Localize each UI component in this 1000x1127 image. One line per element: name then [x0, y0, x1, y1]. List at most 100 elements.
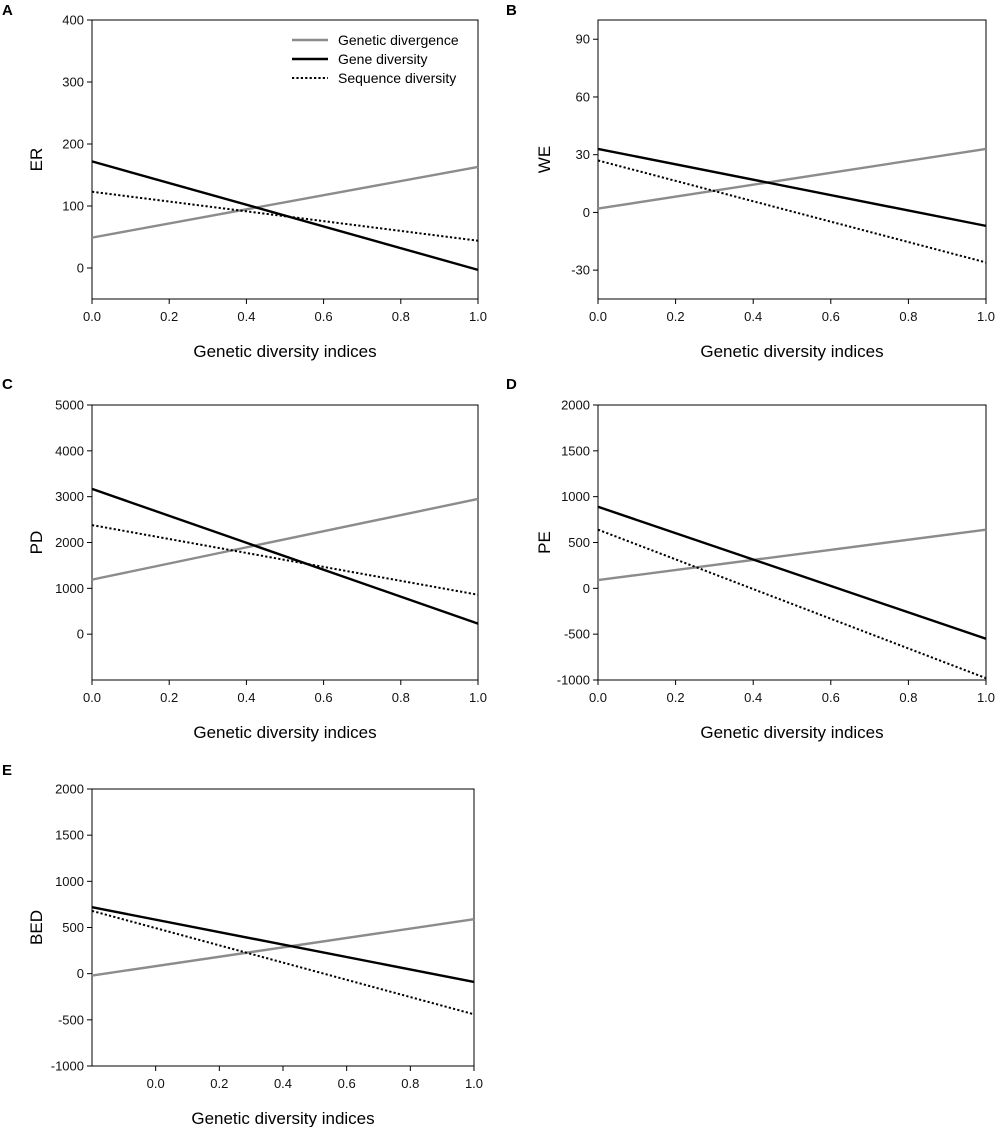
series-line-gene-diversity-e: [91, 906, 475, 984]
series-line-genetic-divergence-b: [597, 147, 987, 210]
panel-e: E -1000 -500 0 500 1000 1500 2000 0.0 0.2 0.4 0.6 0.…: [2, 762, 483, 1127]
x-tick-label: 0.6: [822, 690, 840, 705]
x-tick-label: 1.0: [469, 690, 487, 705]
series-line-sequence-diversity-c: [91, 524, 479, 596]
series-line-sequence-diversity-a: [91, 190, 479, 242]
y-tick-label: 300: [62, 75, 84, 90]
x-tick-label: 0.4: [237, 690, 255, 705]
panel-d: D -1000 -500 0 500 1000 1500 2000 0.0 0.2 0.4 0.6 0.…: [506, 376, 995, 742]
y-tick-label: 3000: [55, 489, 84, 504]
plot-frame-a: [91, 19, 479, 300]
series-line-genetic-divergence-e: [91, 918, 475, 977]
y-tick-label: 0: [77, 627, 84, 642]
x-tick-label: 0.2: [210, 1076, 228, 1091]
x-axis-title-e: Genetic diversity indices: [191, 1109, 374, 1127]
y-tick-label: -500: [564, 627, 590, 642]
y-tick-label: 2000: [55, 782, 84, 797]
x-tick-label: 0.2: [667, 309, 685, 324]
y-tick-label: -1000: [51, 1059, 84, 1074]
x-axis-title-c: Genetic diversity indices: [193, 723, 376, 742]
panel-letter-e: E: [2, 762, 12, 779]
y-tick-label: 2000: [55, 535, 84, 550]
series-line-genetic-divergence-d: [597, 528, 987, 582]
panel-b: B -30 0 30 60 90 0.0 0.2 0.4 0.6 0.8 1.0 Genetic div…: [506, 2, 995, 361]
x-tick-label: 0.0: [83, 309, 101, 324]
x-tick-label: 0.6: [338, 1076, 356, 1091]
x-axis-title-b: Genetic diversity indices: [700, 342, 883, 361]
x-axis-title-d: Genetic diversity indices: [700, 723, 883, 742]
series-line-gene-diversity-b: [597, 147, 987, 228]
y-tick-label: 1000: [55, 581, 84, 596]
y-tick-label: 100: [62, 199, 84, 214]
y-axis-title-d: PE: [535, 531, 554, 554]
y-tick-label: 500: [568, 535, 590, 550]
y-axis-title-e: BED: [27, 910, 46, 945]
y-tick-label: 0: [77, 261, 84, 276]
panel-letter-b: B: [506, 2, 517, 19]
series-line-sequence-diversity-d: [597, 528, 987, 680]
panel-a: A 0 100 200 300 400 0.0 0.2 0.4 0.6 0.8 1.0 Genetic …: [2, 2, 487, 361]
x-tick-label: 0.4: [744, 309, 762, 324]
y-tick-label: 200: [62, 137, 84, 152]
y-tick-label: 90: [576, 32, 590, 47]
x-tick-label: 0.0: [147, 1076, 165, 1091]
y-tick-label: 0: [77, 966, 84, 981]
x-axis-title-a: Genetic diversity indices: [193, 342, 376, 361]
x-tick-label: 0.2: [667, 690, 685, 705]
x-tick-label: 0.0: [83, 690, 101, 705]
y-tick-label: 0: [583, 205, 590, 220]
legend: Genetic divergence Gene diversity Sequence…: [292, 32, 459, 86]
x-tick-label: 0.8: [392, 690, 410, 705]
y-tick-label: 5000: [55, 398, 84, 413]
x-tick-label: 0.4: [744, 690, 762, 705]
x-tick-label: 0.2: [160, 690, 178, 705]
plot-frame-d: [597, 404, 987, 681]
y-axis-title-b: WE: [535, 146, 554, 173]
x-tick-label: 0.4: [237, 309, 255, 324]
x-tick-label: 0.0: [589, 309, 607, 324]
series-line-sequence-diversity-b: [597, 159, 987, 264]
x-tick-label: 0.0: [589, 690, 607, 705]
y-tick-label: 1000: [561, 489, 590, 504]
y-tick-label: 1000: [55, 874, 84, 889]
panel-letter-a: A: [2, 2, 13, 19]
panel-letter-c: C: [2, 376, 13, 393]
x-tick-label: 1.0: [977, 690, 995, 705]
y-axis-title-a: ER: [27, 148, 46, 172]
x-tick-label: 1.0: [977, 309, 995, 324]
x-tick-label: 0.8: [401, 1076, 419, 1091]
y-tick-label: 0: [583, 581, 590, 596]
x-tick-label: 0.8: [899, 309, 917, 324]
y-tick-label: 1500: [55, 828, 84, 843]
x-tick-label: 0.8: [899, 690, 917, 705]
y-tick-label: -1000: [557, 673, 590, 688]
x-tick-label: 1.0: [465, 1076, 483, 1091]
x-tick-label: 0.6: [315, 690, 333, 705]
series-line-gene-diversity-c: [91, 487, 479, 625]
y-tick-label: 4000: [55, 443, 84, 458]
plot-frame-b: [597, 19, 987, 300]
y-tick-label: 500: [62, 920, 84, 935]
x-tick-label: 0.6: [822, 309, 840, 324]
x-tick-label: 1.0: [469, 309, 487, 324]
legend-label-genetic-divergence: Genetic divergence: [338, 32, 459, 48]
x-tick-label: 0.2: [160, 309, 178, 324]
y-tick-label: -500: [58, 1012, 84, 1027]
x-tick-label: 0.8: [392, 309, 410, 324]
y-tick-label: 1500: [561, 443, 590, 458]
panel-c: C 0 1000 2000 3000 4000 5000 0.0 0.2 0.4 0.6 0.8 1.0…: [2, 376, 487, 742]
legend-label-sequence-diversity: Sequence diversity: [338, 70, 456, 86]
y-tick-label: 400: [62, 13, 84, 28]
plot-frame-c: [91, 404, 479, 681]
y-tick-label: 60: [576, 89, 590, 104]
y-axis-title-c: PD: [27, 531, 46, 555]
y-tick-label: 30: [576, 147, 590, 162]
y-tick-label: 2000: [561, 398, 590, 413]
y-tick-label: -30: [571, 263, 590, 278]
legend-label-gene-diversity: Gene diversity: [338, 51, 427, 67]
panel-letter-d: D: [506, 376, 517, 393]
series-line-genetic-divergence-c: [91, 497, 479, 581]
x-tick-label: 0.6: [315, 309, 333, 324]
series-line-gene-diversity-d: [597, 505, 987, 640]
series-line-sequence-diversity-e: [91, 909, 475, 1016]
